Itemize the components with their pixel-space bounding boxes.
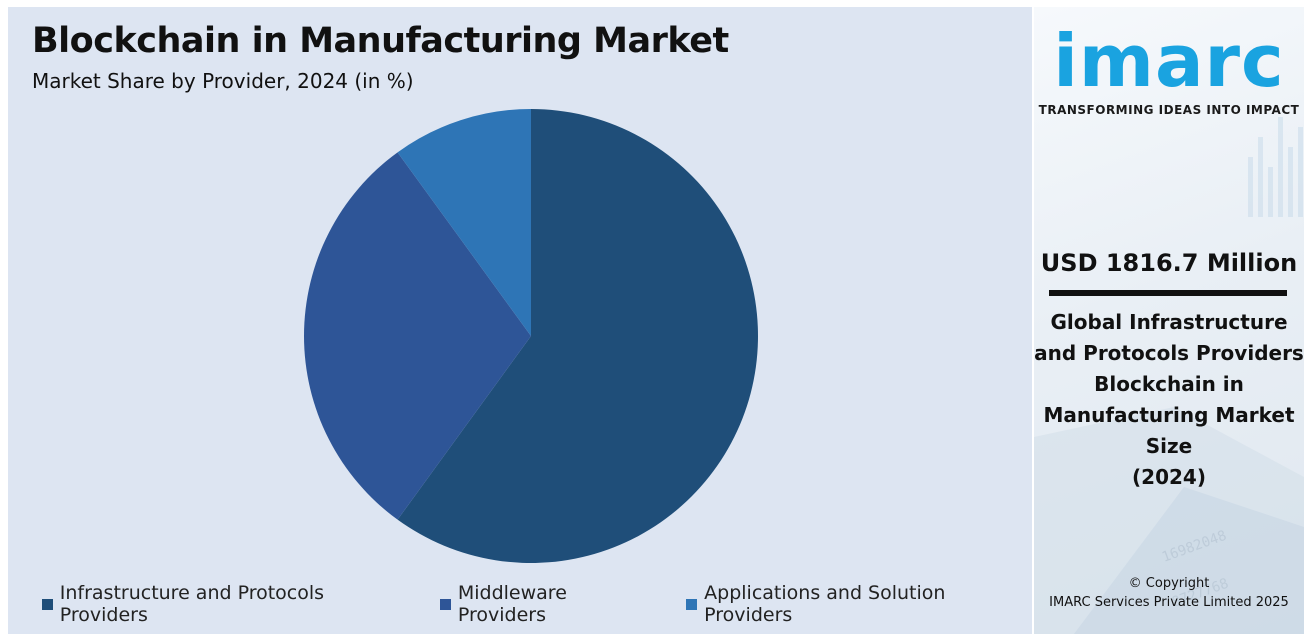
legend-label-middleware: Middleware Providers bbox=[457, 582, 567, 626]
legend-label-applications: Applications and Solution Providers bbox=[704, 582, 946, 626]
logo-tagline: TRANSFORMING IDEAS INTO IMPACT bbox=[1038, 103, 1300, 117]
description-line: and Protocols Providers bbox=[1034, 341, 1304, 365]
legend-swatch-applications bbox=[686, 598, 698, 610]
chart-title: Blockchain in Manufacturing Market bbox=[32, 21, 729, 61]
description-line: (2024) bbox=[1132, 465, 1206, 489]
pie-slice-middleware bbox=[304, 152, 531, 520]
legend-label-infrastructure: Infrastructure and Protocols Providers bbox=[59, 582, 325, 626]
background-chart-decoration: 16982048 8727768 bbox=[1034, 117, 1304, 634]
legend-item-infrastructure: Infrastructure and Protocols Providers bbox=[42, 582, 410, 626]
pie-chart bbox=[304, 109, 758, 563]
copyright-line: © Copyright bbox=[1128, 576, 1210, 591]
copyright-line: IMARC Services Private Limited 2025 bbox=[1049, 595, 1289, 610]
description-line: Global Infrastructure bbox=[1050, 310, 1288, 334]
description-line: Blockchain in bbox=[1094, 372, 1244, 396]
legend-swatch-middleware bbox=[440, 598, 451, 610]
description-line: Manufacturing Market bbox=[1043, 403, 1295, 427]
legend-item-middleware: Middleware Providers bbox=[440, 582, 656, 626]
chart-panel: Blockchain in Manufacturing Market Marke… bbox=[8, 7, 1032, 634]
description-line: Size bbox=[1145, 434, 1193, 458]
legend-swatch-infrastructure bbox=[42, 598, 53, 610]
side-panel: 16982048 8727768 imarc TRANSFORMING IDEA… bbox=[1034, 7, 1304, 634]
copyright: © Copyright IMARC Services Private Limit… bbox=[1034, 574, 1304, 612]
market-description: Global Infrastructure and Protocols Prov… bbox=[1034, 307, 1304, 493]
brand-block: imarc TRANSFORMING IDEAS INTO IMPACT bbox=[1034, 21, 1304, 117]
divider bbox=[1049, 290, 1287, 296]
legend-item-applications: Applications and Solution Providers bbox=[686, 582, 1032, 626]
pie-slice-applications bbox=[397, 109, 531, 336]
imarc-logo: imarc bbox=[1053, 19, 1285, 103]
pie-slice-infrastructure bbox=[397, 109, 758, 563]
market-value: USD 1816.7 Million bbox=[1040, 249, 1298, 277]
chart-subtitle: Market Share by Provider, 2024 (in %) bbox=[32, 69, 414, 93]
chart-legend: Infrastructure and Protocols Providers M… bbox=[42, 582, 1032, 626]
